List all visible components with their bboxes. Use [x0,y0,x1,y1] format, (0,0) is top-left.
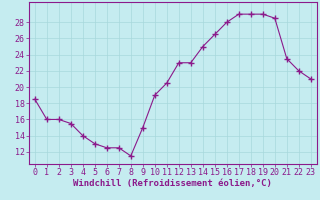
X-axis label: Windchill (Refroidissement éolien,°C): Windchill (Refroidissement éolien,°C) [73,179,272,188]
